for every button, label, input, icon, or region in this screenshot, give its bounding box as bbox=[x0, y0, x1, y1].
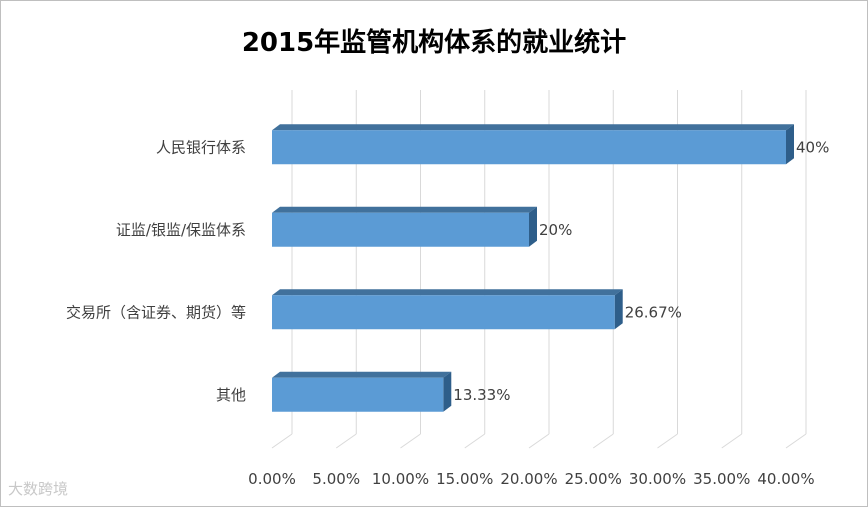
watermark: 大数跨境 bbox=[8, 480, 69, 498]
category-label: 证监/银监/保监体系 bbox=[116, 221, 246, 239]
bar-top-face bbox=[272, 206, 537, 213]
gridline-floor bbox=[271, 433, 293, 449]
data-label: 40% bbox=[796, 138, 829, 156]
x-tick-label: 5.00% bbox=[312, 470, 360, 488]
gridline-floor bbox=[400, 433, 421, 449]
gridline-floor bbox=[721, 433, 743, 449]
bar-top-face bbox=[272, 289, 623, 296]
data-label: 26.67% bbox=[625, 303, 682, 321]
bar-side-face bbox=[443, 371, 452, 412]
data-label: 20% bbox=[539, 221, 572, 239]
gridline-floor bbox=[335, 433, 357, 449]
x-tick-label: 30.00% bbox=[629, 470, 686, 488]
x-tick-label: 15.00% bbox=[436, 470, 493, 488]
category-label: 人民银行体系 bbox=[156, 138, 246, 156]
x-tick-label: 40.00% bbox=[757, 470, 814, 488]
category-label: 交易所（含证券、期货）等 bbox=[66, 303, 246, 321]
gridline-floor bbox=[785, 433, 807, 449]
bar-top-face bbox=[272, 371, 452, 378]
bar bbox=[272, 212, 529, 247]
x-tick-label: 25.00% bbox=[565, 470, 622, 488]
x-tick-label: 20.00% bbox=[500, 470, 557, 488]
x-tick-label: 10.00% bbox=[372, 470, 429, 488]
bar-side-face bbox=[614, 289, 623, 330]
gridline-floor bbox=[528, 433, 550, 449]
gridline-floor bbox=[657, 433, 678, 449]
x-tick-label: 0.00% bbox=[248, 470, 296, 488]
bar bbox=[272, 130, 786, 165]
bar-top-face bbox=[272, 124, 794, 131]
data-label: 13.33% bbox=[453, 386, 510, 404]
gridline-floor bbox=[464, 433, 486, 449]
category-label: 其他 bbox=[216, 386, 246, 404]
gridline-floor bbox=[592, 433, 614, 449]
bar bbox=[272, 295, 615, 330]
bar-side-face bbox=[529, 206, 537, 247]
x-tick-label: 35.00% bbox=[693, 470, 750, 488]
bar-side-face bbox=[786, 124, 794, 165]
bar bbox=[272, 377, 444, 412]
chart-title: 2015年监管机构体系的就业统计 bbox=[241, 28, 627, 58]
